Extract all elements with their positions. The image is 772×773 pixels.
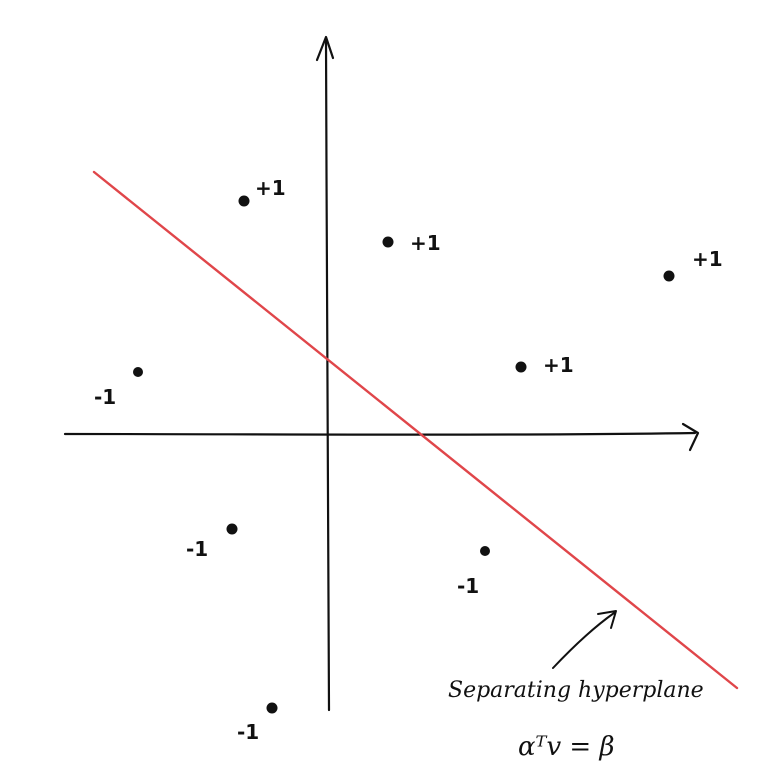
data-point [226, 523, 238, 535]
hyperplane-equation: αᵀv = β [518, 732, 615, 762]
point-label: +1 [410, 231, 441, 255]
y-axis-arrowhead [315, 35, 335, 62]
point-label: -1 [186, 537, 208, 561]
data-points [133, 195, 675, 714]
point-label: -1 [457, 574, 479, 598]
data-point [382, 236, 394, 248]
point-label: +1 [255, 176, 286, 200]
separating-hyperplane-line [92, 170, 739, 690]
hyperplane-label: Separating hyperplane [448, 678, 704, 703]
point-label: -1 [94, 385, 116, 409]
point-label: +1 [692, 247, 723, 271]
point-label: +1 [543, 353, 574, 377]
annotation-arrow [552, 610, 617, 669]
data-point [480, 546, 490, 556]
x-axis-arrowhead [681, 422, 700, 452]
x-axis [63, 422, 700, 452]
data-point [663, 270, 675, 282]
y-axis [315, 35, 335, 712]
point-label: -1 [237, 720, 259, 744]
annotation-arrowhead [597, 610, 617, 629]
data-point [133, 367, 143, 377]
point-labels: +1 +1 +1 +1 -1 -1 -1 -1 [94, 176, 723, 744]
data-point [238, 195, 250, 207]
data-point [515, 361, 527, 373]
data-point [266, 702, 278, 714]
